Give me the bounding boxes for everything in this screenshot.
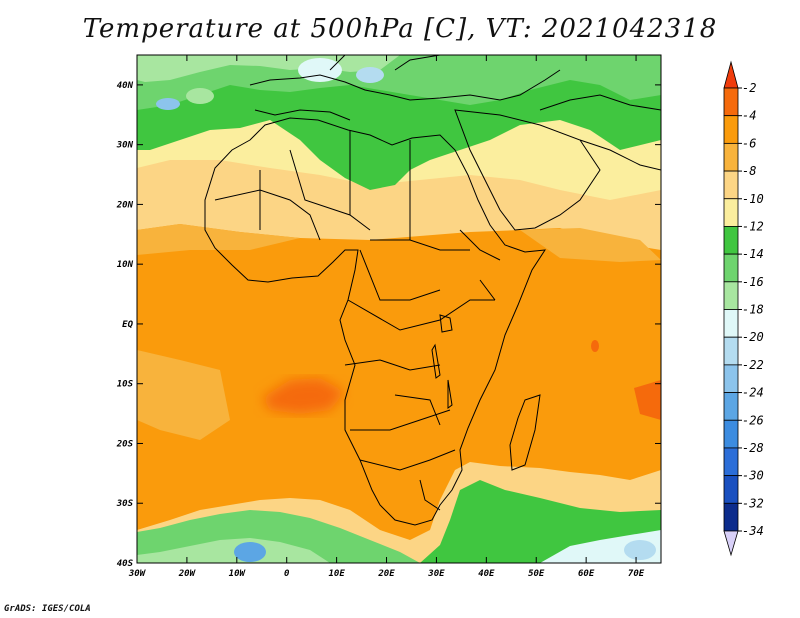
longitude-axis: 30W 20W 10W 0 10E 20E 30E 40E 50E 60E 70E — [128, 55, 645, 579]
lon-tick-label: 50E — [528, 569, 545, 579]
colorbar-label: -22 — [742, 358, 764, 372]
colorbar-box — [723, 447, 739, 477]
lat-tick-label: 10S — [117, 380, 134, 390]
colorbar-box — [723, 87, 739, 117]
colorbar-label: -6 — [742, 136, 756, 150]
colorbar-box — [723, 226, 739, 255]
lat-tick-label: 30N — [116, 141, 134, 151]
lon-tick-label: 30W — [128, 569, 147, 579]
colorbar-label: -2 — [742, 81, 756, 95]
lat-tick-label: 20S — [116, 439, 134, 449]
colorbar-box — [723, 502, 739, 532]
colorbar-top-arrow — [723, 60, 739, 89]
lon-tick-label: 0 — [284, 569, 290, 579]
lon-tick-label: 10W — [229, 569, 247, 579]
colorbar-label: -20 — [742, 330, 764, 344]
colorbar-box — [723, 115, 739, 144]
colorbar-label: -32 — [742, 496, 764, 510]
colorbar-box — [723, 253, 739, 283]
colorbar-label: -16 — [742, 275, 764, 289]
colorbar-box — [723, 336, 739, 366]
lon-tick-label: 70E — [628, 569, 645, 579]
lat-tick-label: 40N — [117, 81, 134, 91]
lat-tick-label: EQ — [122, 320, 133, 330]
temperature-field — [137, 55, 661, 563]
lon-tick-label: 20W — [178, 569, 197, 579]
country-borders — [204, 55, 661, 526]
colorbar-box — [723, 198, 739, 227]
lon-tick-label: 40E — [478, 569, 495, 579]
colorbar: -2 -4 -6 -8 -10 -12 -14 -16 -18 -20 -22 -24 -26 -28 -3… — [723, 60, 764, 557]
colorbar-label: -28 — [742, 441, 764, 455]
lon-tick-label: 20E — [377, 569, 395, 579]
lat-tick-label: 30S — [116, 499, 134, 509]
colorbar-label: -26 — [742, 413, 764, 427]
lon-tick-label: 60E — [578, 569, 595, 579]
lat-tick-label: 20N — [116, 200, 134, 210]
colorbar-label: -8 — [742, 164, 756, 178]
colorbar-bottom-arrow — [723, 530, 739, 557]
lat-tick-label: 10N — [117, 260, 134, 270]
colorbar-box — [723, 142, 739, 172]
colorbar-label: -4 — [742, 109, 756, 123]
colorbar-box — [723, 392, 739, 421]
lat-tick-label: 40S — [117, 559, 134, 569]
colorbar-box — [723, 309, 739, 338]
lon-tick-label: 10E — [328, 569, 345, 579]
colorbar-label: -24 — [742, 386, 764, 400]
credit-text: GrADS: IGES/COLA — [4, 604, 91, 614]
colorbar-box — [723, 281, 739, 310]
latitude-axis: 40N 30N 20N 10N EQ 10S 20S 30S 40S — [116, 81, 661, 569]
colorbar-box — [723, 170, 739, 200]
colorbar-box — [723, 364, 739, 393]
colorbar-label: -12 — [742, 219, 764, 233]
colorbar-label: -30 — [742, 469, 764, 483]
chart-title: Temperature at 500hPa [C], VT: 202104231… — [82, 14, 718, 44]
colorbar-label: -14 — [742, 247, 764, 261]
colorbar-box — [723, 419, 739, 449]
lon-tick-label: 30E — [427, 569, 445, 579]
colorbar-box — [723, 475, 739, 504]
colorbar-label: -10 — [742, 192, 764, 206]
colorbar-label: -34 — [742, 524, 764, 538]
colorbar-label: -18 — [742, 303, 764, 317]
